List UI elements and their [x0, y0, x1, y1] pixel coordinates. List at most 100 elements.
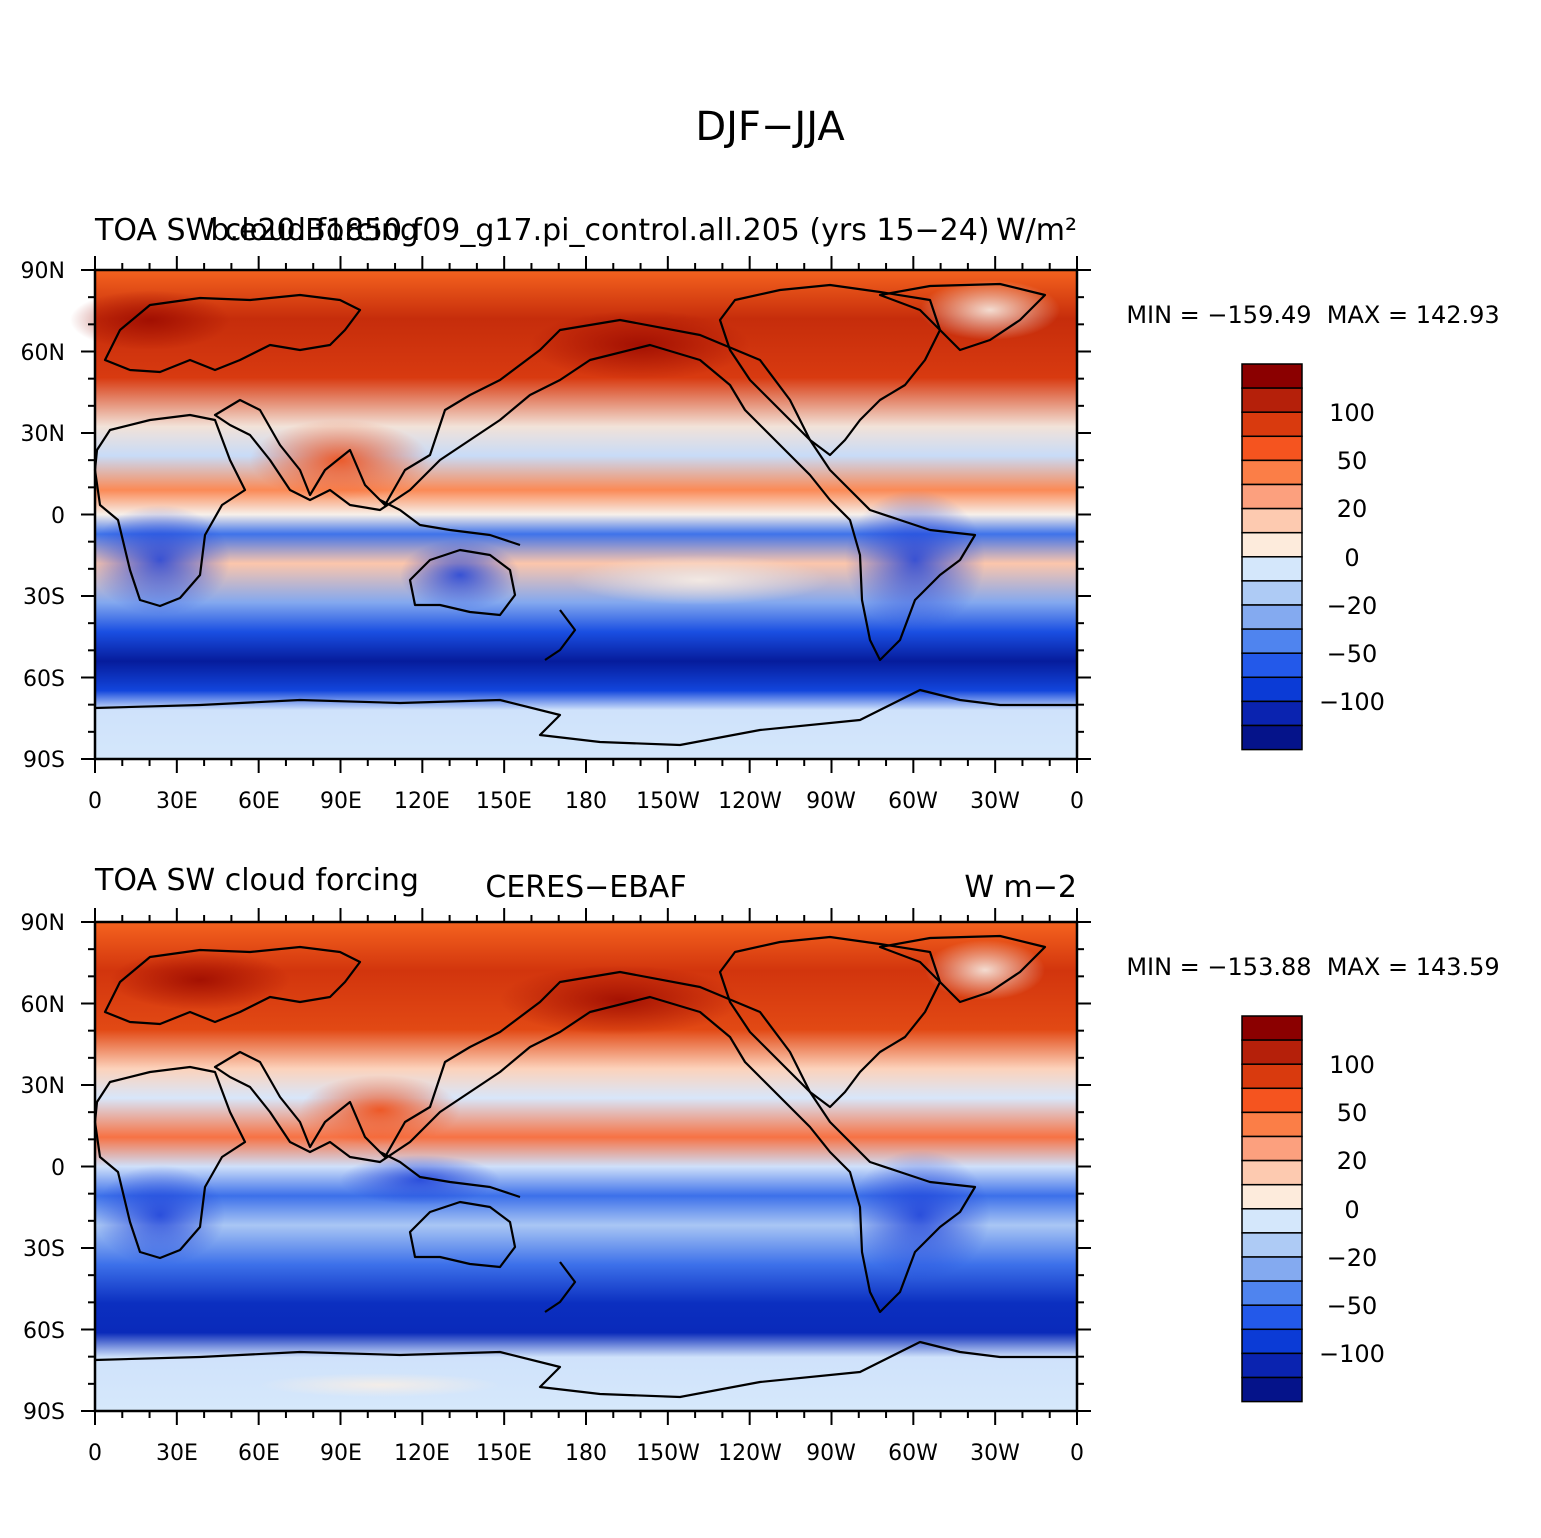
colorbar-swatch: [1241, 483, 1303, 510]
panel-1-africa-minimum: [90, 505, 230, 615]
coastline-asia: [213, 970, 977, 1314]
panel-2-min-max: MIN = −153.88 MAX = 143.59: [1126, 953, 1499, 981]
coastline-indonesia: [379, 1151, 521, 1199]
colorbar-swatch: [1241, 1304, 1303, 1331]
panel-1-lat-label: 60S: [23, 667, 65, 692]
panel-1-colorbar-label: 50: [1337, 447, 1368, 475]
panel-1-lon-label: 60W: [888, 789, 938, 814]
panel-2-lat-label: 30S: [23, 1237, 65, 1262]
coastline-north-america: [718, 283, 942, 457]
colorbar-swatch: [1241, 1087, 1303, 1114]
coastline-africa: [93, 413, 247, 608]
panel-2-colorbar-label: −100: [1319, 1340, 1385, 1368]
panel-2-lon-label: 60E: [238, 1441, 280, 1466]
panel-2-colorbar-label: 20: [1337, 1147, 1368, 1175]
panel-2-lat-label: 0: [51, 1156, 65, 1181]
panel-1-lon-label: 120W: [718, 789, 782, 814]
panel-2-lon-label: 60W: [888, 1441, 938, 1466]
panel-1-lon-label: 120E: [394, 789, 450, 814]
panel-2-ticks: [81, 908, 1091, 1425]
coastline-greenland: [878, 934, 1047, 1004]
panel-2-europe-maximum: [110, 950, 290, 1010]
panel-1-center-title: b.e20.B1850.f09_g17.pi_control.all.205 (…: [210, 213, 989, 248]
panel-observations: TOA SW cloud forcing CERES−EBAF W m−2: [21, 863, 1500, 1466]
panel-1-lon-label: 180: [565, 789, 607, 814]
panel-1-lat-label: 30S: [23, 585, 65, 610]
panel-2-lon-label: 0: [88, 1441, 102, 1466]
panel-2-lat-label: 60N: [21, 993, 65, 1018]
coastline-new-zealand: [544, 1261, 577, 1313]
panel-2-map: [93, 922, 1077, 1411]
panel-2-colorbar-label: −50: [1327, 1292, 1378, 1320]
panel-model: TOA SW cloud forcing b.e20.B1850.f09_g17…: [21, 213, 1500, 814]
panel-2-lat-label: 30N: [21, 1074, 65, 1099]
panel-2-lon-label: 90W: [806, 1441, 856, 1466]
panel-2-center-title: CERES−EBAF: [485, 870, 686, 905]
colorbar-swatch: [1241, 435, 1303, 462]
coastline-greenland: [878, 282, 1047, 352]
panel-1-lat-label: 30N: [21, 422, 65, 447]
colorbar-swatch: [1241, 700, 1303, 727]
coastline-europe: [103, 293, 362, 374]
colorbar-swatch: [1241, 1352, 1303, 1379]
colorbar-swatch: [1241, 652, 1303, 679]
panel-1-lat-label: 60N: [21, 341, 65, 366]
panel-1-colorbar-label: 100: [1329, 399, 1375, 427]
panel-1-coastlines: [93, 282, 1077, 747]
panel-2-lon-label: 90E: [320, 1441, 362, 1466]
panel-2-lon-label: 150E: [476, 1441, 532, 1466]
colorbar-swatch: [1241, 1015, 1303, 1041]
panel-1-europe-maximum: [70, 290, 230, 350]
panel-1-lon-label: 90W: [806, 789, 856, 814]
panel-1-lat-label: 0: [51, 504, 65, 529]
panel-2-units: W m−2: [964, 870, 1077, 905]
coastline-north-america: [718, 935, 942, 1109]
panel-1-lat-label: 90S: [23, 748, 65, 773]
panel-2-asia-maximum: [300, 1075, 460, 1145]
colorbar-swatch: [1241, 1280, 1303, 1306]
colorbar-swatch: [1241, 1135, 1303, 1162]
colorbar-swatch: [1241, 628, 1303, 654]
panel-1-lon-label: 90E: [320, 789, 362, 814]
figure-title: DJF−JJA: [695, 104, 845, 150]
coastline-indonesia: [379, 499, 521, 547]
panel-2-lon-label: 30W: [970, 1441, 1020, 1466]
panel-2-colorbar-label: 100: [1329, 1051, 1375, 1079]
panel-1-lon-label: 0: [1070, 789, 1084, 814]
coastline-new-zealand: [544, 609, 577, 661]
panel-2-antarctic-pale: [260, 1373, 500, 1397]
colorbar-swatch: [1241, 411, 1303, 438]
panel-1-lon-label: 150W: [636, 789, 700, 814]
colorbar-swatch: [1241, 387, 1303, 413]
panel-1-ticks: [81, 256, 1091, 773]
colorbar-swatch: [1241, 1111, 1303, 1138]
panel-1-lon-label: 30E: [156, 789, 198, 814]
panel-1-south-america-minimum: [845, 490, 985, 630]
panel-1-colorbar-label: −50: [1327, 640, 1378, 668]
colorbar-swatch: [1241, 1183, 1303, 1210]
colorbar-swatch: [1241, 363, 1303, 389]
panel-1-colorbar: [1241, 363, 1303, 751]
panel-1-australia-minimum: [400, 540, 520, 610]
panel-2-lon-label: 30E: [156, 1441, 198, 1466]
panel-2-lon-label: 180: [565, 1441, 607, 1466]
colorbar-swatch: [1241, 1232, 1303, 1258]
panel-1-lat-label: 90N: [21, 259, 65, 284]
panel-1-colorbar-label: −20: [1327, 592, 1378, 620]
panel-1-lon-label: 60E: [238, 789, 280, 814]
colorbar-swatch: [1241, 1039, 1303, 1065]
panel-1-greenland-minimum: [920, 280, 1060, 340]
panel-1-units: W/m²: [996, 213, 1077, 248]
panel-2-left-title: TOA SW cloud forcing: [94, 863, 419, 898]
panel-1-lon-label: 0: [88, 789, 102, 814]
colorbar-swatch: [1241, 1256, 1303, 1282]
colorbar-swatch: [1241, 580, 1303, 606]
panel-2-lon-label: 120E: [394, 1441, 450, 1466]
panel-1-colorbar-label: 0: [1344, 544, 1359, 572]
panel-2-colorbar-label: 0: [1344, 1196, 1359, 1224]
coastline-africa: [93, 1065, 247, 1260]
panel-2-north-pacific-maximum: [500, 965, 740, 1035]
colorbar-swatch: [1241, 531, 1303, 558]
colorbar-swatch: [1241, 676, 1303, 703]
